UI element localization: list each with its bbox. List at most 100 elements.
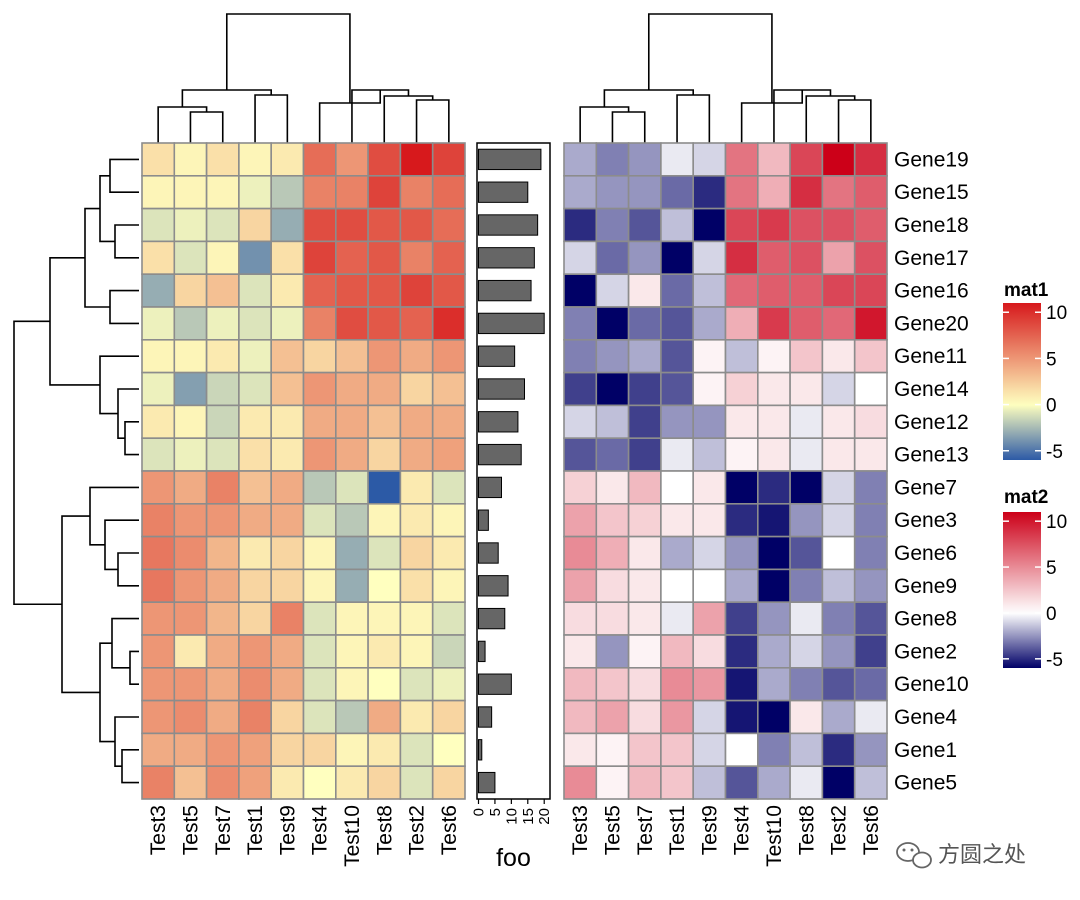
mat2-cell-Gene11-Test7 — [627, 338, 662, 374]
foo-bar-Gene9 — [478, 575, 509, 597]
mat1-col-label-Test7: Test7 — [212, 805, 235, 855]
mat2-cell-Gene16-Test7 — [627, 273, 662, 308]
mat1-cell-Gene2-Test10 — [334, 634, 369, 669]
foo-bar-Gene20 — [478, 312, 545, 335]
mat2-cell-Gene16-Test1 — [660, 273, 695, 308]
mat1-legend-ticks: 10 5 0 -5 — [1003, 303, 1067, 463]
watermark: 方圆之处 — [896, 842, 1026, 869]
mat2-cell-Gene13-Test6 — [853, 437, 888, 472]
mat2-cell-Gene1-Test9 — [692, 732, 727, 768]
mat2-cell-Gene13-Test3 — [563, 437, 598, 472]
mat1-cell-Gene17-Test4 — [302, 240, 337, 275]
mat1-cell-Gene11-Test9 — [270, 338, 305, 374]
mat2-cell-Gene15-Test9 — [692, 175, 727, 210]
mat1-cell-Gene5-Test9 — [270, 765, 305, 800]
row-label-Gene6: Gene6 — [894, 542, 957, 565]
foo-bar-Gene15 — [478, 181, 529, 203]
foo-bar-Gene18 — [478, 214, 539, 236]
mat1-cell-Gene14-Test2 — [399, 371, 434, 407]
mat2-cell-Gene18-Test4 — [724, 207, 759, 243]
row-dendrogram-branch — [104, 519, 139, 571]
mat2-cell-Gene20-Test3 — [563, 306, 598, 341]
mat2-cell-Gene12-Test10 — [756, 404, 791, 439]
mat2-col-label-Test4: Test4 — [731, 805, 754, 856]
row-dendrogram-branch — [109, 158, 139, 193]
mat1-cell-Gene3-Test10 — [334, 502, 369, 538]
mat1-cell-Gene3-Test1 — [238, 502, 272, 538]
foo-axis-tick-label: 15 — [520, 808, 537, 825]
mat2-cell-Gene13-Test5 — [595, 437, 630, 472]
mat2-cell-Gene3-Test10 — [756, 502, 791, 538]
mat2-cell-Gene7-Test1 — [660, 470, 695, 505]
mat1-cell-Gene13-Test10 — [334, 437, 369, 472]
mat2-cell-Gene8-Test4 — [724, 601, 759, 636]
mat1-cell-Gene16-Test6 — [431, 273, 466, 308]
mat1-cell-Gene13-Test2 — [399, 437, 434, 472]
mat1-cell-Gene20-Test6 — [431, 306, 466, 341]
mat2-cell-Gene18-Test3 — [563, 207, 598, 243]
mat2-cell-Gene3-Test5 — [595, 502, 630, 538]
row-label-Gene14: Gene14 — [894, 378, 969, 401]
mat2-cell-Gene20-Test5 — [595, 306, 630, 341]
mat2-cell-Gene8-Test3 — [563, 601, 598, 636]
mat1-cell-Gene14-Test3 — [141, 371, 176, 407]
foo-panel-frame — [476, 142, 551, 800]
mat1-cell-Gene1-Test7 — [205, 732, 240, 768]
mat1-cell-Gene19-Test9 — [270, 142, 305, 177]
mat2-cell-Gene13-Test1 — [660, 437, 695, 472]
mat2-cell-Gene19-Test3 — [563, 142, 598, 177]
row-dendrogram-branch — [13, 320, 62, 606]
row-dendrogram-branch — [61, 515, 100, 694]
mat1-cell-Gene2-Test2 — [399, 634, 434, 669]
mat2-cell-Gene10-Test4 — [724, 666, 759, 702]
mat2-cell-Gene1-Test8 — [789, 732, 824, 768]
row-label-Gene3: Gene3 — [894, 509, 957, 532]
mat1-dendrogram-branch — [181, 89, 272, 107]
mat2-cell-Gene9-Test9 — [692, 568, 727, 604]
mat2-cell-Gene18-Test1 — [660, 207, 695, 243]
mat1-cell-Gene6-Test8 — [367, 535, 402, 571]
mat1-cell-Gene13-Test3 — [141, 437, 176, 472]
mat2-col-label-Test7: Test7 — [634, 805, 657, 855]
mat2-cell-Gene1-Test6 — [853, 732, 888, 768]
mat1-cell-Gene3-Test6 — [431, 502, 466, 538]
mat2-cell-Gene8-Test6 — [853, 601, 888, 636]
mat1-cell-Gene1-Test6 — [431, 732, 466, 768]
mat2-cell-Gene7-Test8 — [789, 470, 824, 505]
foo-bar-Gene2 — [478, 640, 486, 663]
mat2-cell-Gene6-Test3 — [563, 535, 598, 571]
mat1-cell-Gene13-Test8 — [367, 437, 402, 472]
mat2-cell-Gene10-Test8 — [789, 666, 824, 702]
mat1-cell-Gene19-Test2 — [399, 142, 434, 177]
mat2-cell-Gene4-Test7 — [627, 699, 662, 735]
mat1-cell-Gene13-Test9 — [270, 437, 305, 472]
row-label-Gene18: Gene18 — [894, 214, 969, 237]
mat1-cell-Gene16-Test7 — [205, 273, 240, 308]
mat1-cell-Gene13-Test1 — [238, 437, 272, 472]
mat2-cell-Gene12-Test8 — [789, 404, 824, 439]
mat2-cell-Gene15-Test2 — [821, 175, 856, 210]
mat2-cell-Gene6-Test9 — [692, 535, 727, 571]
mat2-cell-Gene4-Test6 — [853, 699, 888, 735]
mat2-cell-Gene17-Test1 — [660, 240, 695, 275]
mat2-cell-Gene9-Test3 — [563, 568, 598, 604]
mat1-cell-Gene19-Test3 — [141, 142, 176, 177]
mat2-cell-Gene20-Test1 — [660, 306, 695, 341]
mat1-cell-Gene9-Test2 — [399, 568, 434, 604]
mat1-cell-Gene17-Test1 — [238, 240, 272, 275]
mat1-cell-Gene8-Test4 — [302, 601, 337, 636]
mat2-cell-Gene7-Test7 — [627, 470, 662, 505]
row-label-Gene8: Gene8 — [894, 608, 957, 631]
mat2-legend-tick-label: -5 — [1046, 650, 1063, 671]
mat1-cell-Gene14-Test9 — [270, 371, 305, 407]
mat1-cell-Gene7-Test5 — [173, 470, 208, 505]
mat2-cell-Gene3-Test1 — [660, 502, 695, 538]
mat2-cell-Gene4-Test10 — [756, 699, 791, 735]
mat2-cell-Gene7-Test2 — [821, 470, 856, 505]
mat2-cell-Gene5-Test10 — [756, 765, 791, 800]
mat1-cell-Gene11-Test6 — [431, 338, 466, 374]
mat2-cell-Gene3-Test6 — [853, 502, 888, 538]
mat1-dendrogram-branch — [415, 99, 450, 143]
mat2-legend-ticks: 10 5 0 -5 — [1003, 512, 1067, 671]
